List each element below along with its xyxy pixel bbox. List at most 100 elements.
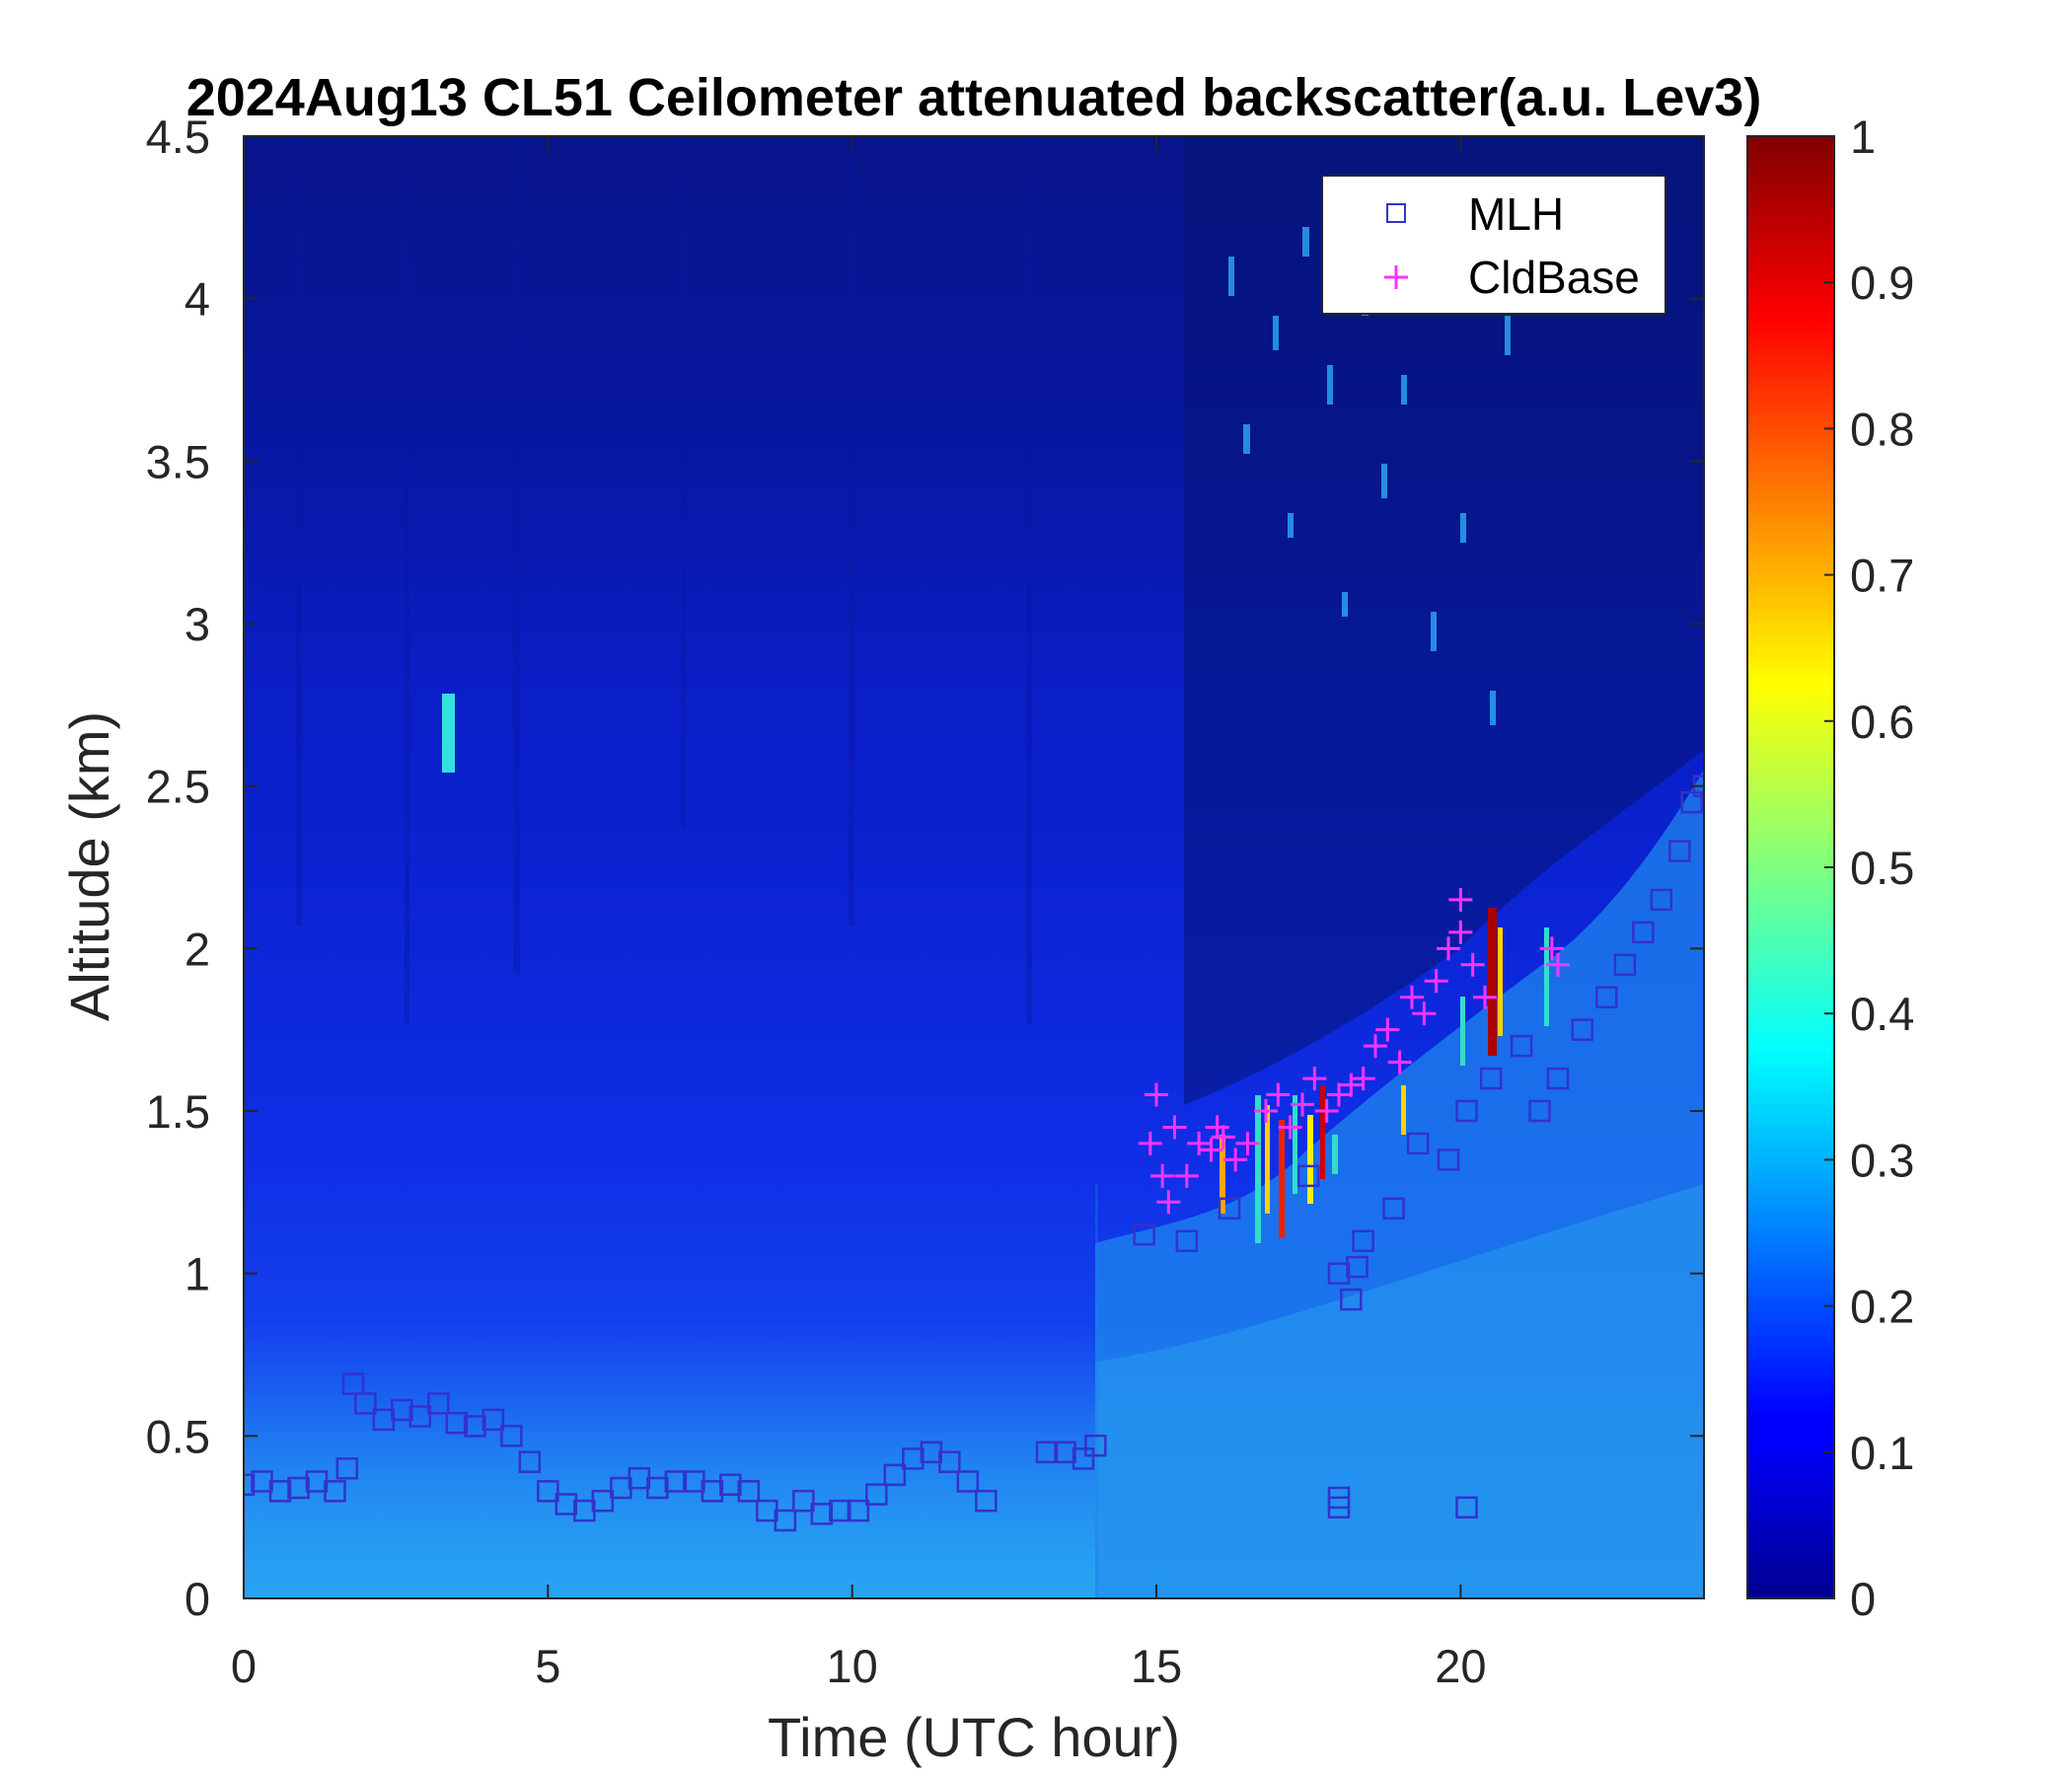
mlh-point: [829, 1499, 851, 1522]
mlh-point: [481, 1408, 505, 1432]
y-tick-label: 2.5: [146, 761, 210, 813]
cldbase-point: [1473, 985, 1497, 1009]
heatmap-streaks: [296, 136, 1098, 1598]
y-tick-label: 3.5: [146, 435, 210, 487]
mlh-point: [1595, 986, 1618, 1008]
colorbar-tick-label: 0: [1850, 1573, 1876, 1625]
colorbar-tick-label: 0.1: [1850, 1427, 1914, 1479]
mlh-point: [354, 1392, 377, 1415]
mlh-point: [865, 1483, 888, 1506]
mlh-point: [1437, 1148, 1460, 1171]
cldbase-point: [1327, 1082, 1351, 1107]
x-axis-ticks: 0 5 10 15 20: [231, 136, 1486, 1692]
mlh-point: [1352, 1229, 1374, 1252]
y-axis-label: Altitude (km): [58, 711, 120, 1021]
cldbase-point: [1254, 1099, 1278, 1123]
mlh-point: [1613, 953, 1637, 977]
mlh-point: [1528, 1099, 1551, 1123]
y-tick-label: 1.5: [146, 1085, 210, 1138]
colorbar-tick-label: 0.9: [1850, 257, 1914, 309]
cldbase-point: [1278, 1115, 1302, 1140]
mlh-point: [847, 1499, 870, 1522]
mlh-point: [975, 1489, 998, 1513]
cldbase-point: [1364, 1034, 1387, 1059]
legend-mlh-label: MLH: [1468, 188, 1564, 240]
cldbase-point: [1412, 1001, 1437, 1026]
mlh-point: [244, 1473, 256, 1496]
x-tick-label: 5: [535, 1640, 560, 1692]
colorbar-tick-label: 0.4: [1850, 988, 1914, 1040]
mlh-point: [956, 1470, 980, 1493]
mlh-point: [287, 1476, 310, 1500]
mlh-point: [408, 1405, 432, 1428]
x-tick-label: 20: [1435, 1640, 1486, 1692]
mlh-point: [1327, 1262, 1351, 1285]
cldbase-point: [1387, 1050, 1412, 1074]
mlh-point: [902, 1447, 925, 1470]
mlh-series: [244, 775, 1704, 1532]
mlh-point: [646, 1476, 669, 1500]
mlh-point: [938, 1450, 961, 1473]
colorbar-tick-label: 1: [1850, 111, 1876, 163]
y-tick-label: 4: [185, 273, 210, 326]
mlh-point: [518, 1450, 542, 1473]
mlh-point: [1035, 1441, 1059, 1464]
colorbar-tick-label: 0.6: [1850, 696, 1914, 748]
mlh-point: [1680, 790, 1703, 814]
mlh-point: [719, 1473, 742, 1496]
mlh-point: [341, 1372, 365, 1395]
cldbase-point: [1448, 887, 1473, 912]
cldbase-point: [1375, 1017, 1400, 1042]
plot-frame: [243, 135, 1705, 1599]
x-tick-label: 0: [231, 1640, 257, 1692]
cldbase-point: [1424, 969, 1448, 994]
mlh-point: [268, 1480, 292, 1503]
legend-mlh-marker: [1386, 203, 1406, 223]
cldbase-point: [1314, 1099, 1339, 1123]
legend-box: [1321, 175, 1666, 315]
colorbar-gradient: [1746, 135, 1835, 1599]
mlh-point: [1218, 1197, 1241, 1221]
cldbase-point: [1351, 1067, 1375, 1091]
mlh-point: [537, 1480, 559, 1503]
y-tick-label: 0.5: [146, 1410, 210, 1462]
cloud-cores: [1220, 908, 1549, 1243]
cldbase-point: [1539, 936, 1564, 961]
colorbar-tick-label: 0.8: [1850, 403, 1914, 455]
cldbase-point: [1187, 1131, 1212, 1155]
cldbase-point: [1546, 952, 1570, 977]
mlh-point: [1406, 1132, 1430, 1155]
mlh-point: [1668, 840, 1691, 862]
mlh-point: [1455, 1099, 1478, 1123]
cldbase-point: [1235, 1131, 1260, 1155]
mlh-point: [427, 1392, 450, 1415]
colorbar-ticks: 0 0.1 0.2 0.3 0.4 0.5 0.6 0.7 0.8 0.9 1: [1824, 111, 1914, 1625]
mlh-point: [792, 1489, 815, 1513]
cldbase-point: [1150, 1163, 1175, 1188]
mlh-point: [701, 1480, 724, 1503]
cldbase-point: [1174, 1163, 1199, 1188]
colorbar-tick-label: 0.3: [1850, 1134, 1914, 1186]
colorbar-tick-label: 0.5: [1850, 842, 1914, 894]
x-tick-label: 15: [1131, 1640, 1182, 1692]
mlh-point: [737, 1480, 761, 1503]
mlh-point: [555, 1493, 578, 1516]
cldbase-point: [1460, 952, 1485, 977]
mlh-point: [810, 1503, 834, 1525]
cldbase-point: [1205, 1115, 1229, 1140]
backscatter-heatmap: [244, 136, 1704, 1598]
cldbase-point: [1156, 1190, 1181, 1215]
mlh-point: [1175, 1229, 1199, 1252]
x-tick-label: 10: [827, 1640, 878, 1692]
cldbase-point: [1162, 1115, 1187, 1140]
mlh-point: [1054, 1441, 1076, 1464]
y-tick-label: 0: [185, 1573, 210, 1625]
y-tick-label: 2: [185, 923, 210, 975]
mlh-point: [1296, 1164, 1320, 1188]
mlh-point: [664, 1470, 688, 1493]
artifact-cyan-bar: [442, 694, 455, 773]
mlh-point: [1346, 1255, 1369, 1279]
mlh-point: [1133, 1222, 1155, 1246]
y-tick-label: 3: [185, 598, 210, 650]
